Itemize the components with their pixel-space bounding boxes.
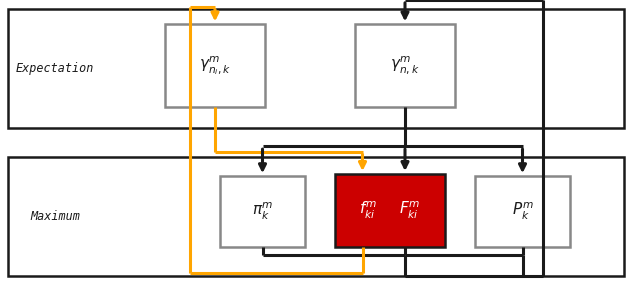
Bar: [220, 176, 305, 248]
Bar: [165, 24, 265, 107]
Bar: [8, 157, 624, 276]
Text: $P^{m}_{k}$: $P^{m}_{k}$: [511, 201, 534, 222]
Bar: [475, 176, 570, 248]
Text: $\gamma^{m}_{n_i,k}$: $\gamma^{m}_{n_i,k}$: [199, 54, 231, 77]
Bar: [8, 9, 624, 128]
Text: $\gamma^{m}_{n,k}$: $\gamma^{m}_{n,k}$: [390, 55, 420, 76]
Text: $F^{m}_{ki}$: $F^{m}_{ki}$: [399, 200, 420, 221]
Text: Maximum: Maximum: [30, 210, 80, 223]
Bar: [355, 24, 455, 107]
Text: $\pi^{m}_{k}$: $\pi^{m}_{k}$: [252, 201, 273, 222]
Text: $f^{m}_{ki}$: $f^{m}_{ki}$: [359, 200, 377, 221]
Text: Expectation: Expectation: [16, 62, 94, 75]
Bar: [335, 174, 445, 248]
